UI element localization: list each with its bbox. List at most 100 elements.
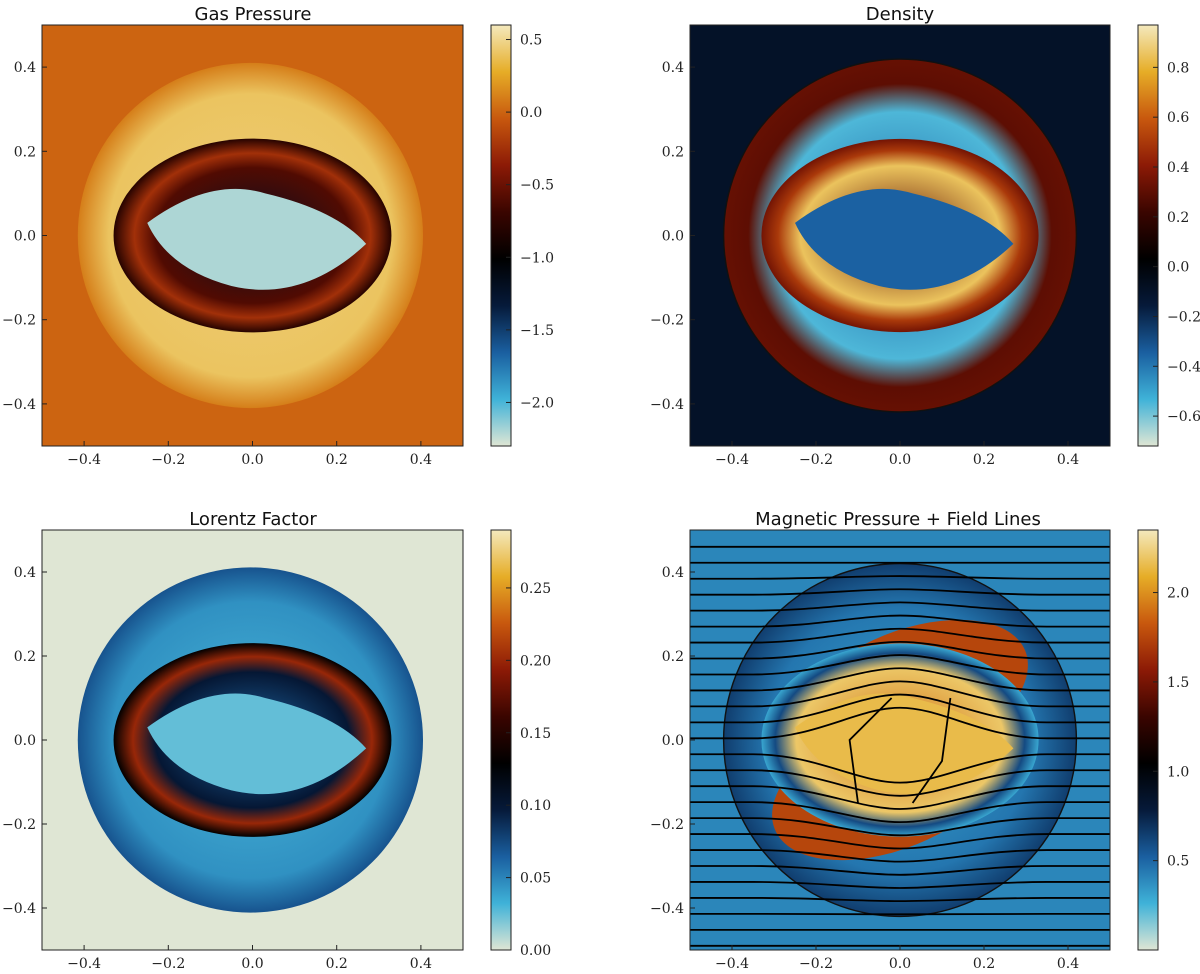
y-tick-label: −0.4: [2, 397, 36, 413]
x-tick-label: 0.0: [889, 452, 911, 468]
field-line: [690, 785, 1110, 810]
colorbar: −2.0 −1.5 −1.0 −0.5 0.0 0.5: [490, 24, 554, 447]
y-tick-label: 0.4: [662, 60, 684, 76]
colorbar-tick-label: −0.4: [1167, 359, 1200, 375]
x-tick-label: 0.0: [241, 452, 263, 468]
panel-title: Gas Pressure: [195, 4, 312, 25]
inner-cavity: [147, 188, 367, 290]
field-line: [690, 706, 1110, 740]
shell-edge: [722, 58, 1078, 413]
panel-title: Density: [866, 4, 935, 25]
y-tick-label: 0.0: [662, 733, 684, 749]
y-tick-label: 0.2: [14, 649, 36, 665]
y-tick-label: 0.2: [14, 144, 36, 160]
x-tick-label: −0.4: [67, 956, 101, 972]
y-tick-label: 0.2: [662, 144, 684, 160]
colorbar-gradient: [1137, 24, 1159, 447]
x-tick-label: −0.2: [799, 956, 833, 972]
x-tick-label: 0.4: [410, 956, 432, 972]
plot-area: −0.4 −0.4 −0.2 −0.2 0.0 0.0 0.2 0.2 0.4 0.4: [2, 529, 464, 972]
field-line: [690, 801, 1110, 824]
y-tick-label: −0.4: [650, 397, 684, 413]
field-line: [690, 588, 1110, 596]
y-tick-label: −0.2: [2, 313, 36, 329]
x-tick-label: −0.4: [715, 956, 749, 972]
field-line: [690, 849, 1110, 863]
field-line: [690, 654, 1110, 676]
field-line: [848, 697, 952, 804]
colorbar-gradient: [490, 529, 512, 951]
field-line: [690, 641, 1110, 660]
field-line: [690, 693, 1110, 724]
panel-title: Lorentz Factor: [189, 509, 317, 530]
plot-area: −0.4 −0.4 −0.2 −0.2 0.0 0.0 0.2 0.2 0.4 0.4: [650, 24, 1111, 468]
heatmap-field: [690, 25, 1110, 446]
y-tick-label: 0.4: [14, 60, 36, 76]
y-tick-label: −0.4: [650, 901, 684, 917]
y-tick-label: −0.4: [2, 901, 36, 917]
colorbar-tick-label: 0.00: [520, 943, 551, 959]
plot-area: −0.4 −0.4 −0.2 −0.2 0.0 0.0 0.2 0.2 0.4 0.4: [2, 24, 464, 468]
x-tick-label: 0.2: [973, 956, 995, 972]
colorbar-tick-label: 0.05: [520, 871, 551, 887]
colorbar-tick-label: 0.5: [520, 33, 542, 49]
colorbar-tick-label: 0.20: [520, 653, 551, 669]
field-line: [690, 601, 1110, 612]
y-tick-label: 0.0: [662, 229, 684, 245]
colorbar-tick-label: 0.15: [520, 726, 551, 742]
colorbar-tick-label: 2.0: [1167, 586, 1189, 602]
colorbar-tick-label: −0.5: [520, 178, 554, 194]
panel-lorentz-factor: Lorentz Factor −0.4 −0.4 −0.2 −0.2 0.0 0.0 0.2…: [2, 509, 551, 972]
field-line: [690, 680, 1110, 708]
x-tick-label: −0.2: [799, 452, 833, 468]
y-tick-label: −0.2: [650, 817, 684, 833]
x-tick-label: 0.4: [1057, 956, 1079, 972]
x-tick-label: 0.2: [326, 452, 348, 468]
colorbar-tick-label: 0.2: [1167, 210, 1189, 226]
field-line: [690, 575, 1110, 580]
x-tick-label: −0.2: [151, 452, 185, 468]
colorbar-tick-label: 0.0: [520, 105, 542, 121]
y-tick-label: 0.4: [662, 565, 684, 581]
field-line: [690, 817, 1110, 837]
y-tick-label: 0.0: [14, 229, 36, 245]
panel-gas-pressure: Gas Pressure −0.4 −0.4 −0.2 −0.2 0.0 0.0 0.2 0.…: [2, 4, 554, 468]
colorbar-tick-label: 0.0: [1167, 260, 1189, 276]
x-tick-label: 0.0: [889, 956, 911, 972]
colorbar-gradient: [1137, 529, 1159, 951]
x-tick-label: −0.4: [67, 452, 101, 468]
x-tick-label: 0.2: [973, 452, 995, 468]
y-tick-label: 0.2: [662, 649, 684, 665]
field-line: [690, 881, 1110, 889]
field-line: [690, 769, 1110, 797]
colorbar-tick-label: −1.0: [520, 250, 554, 266]
colorbar-tick-label: −2.0: [520, 395, 554, 411]
colorbar-gradient: [490, 24, 512, 447]
field-lines: [690, 545, 1110, 947]
field-line: [690, 833, 1110, 850]
x-tick-label: 0.4: [1057, 452, 1079, 468]
colorbar-tick-label: 0.4: [1167, 160, 1189, 176]
inner-cavity: [147, 693, 367, 795]
colorbar-tick-label: 0.8: [1167, 60, 1189, 76]
y-tick-label: −0.2: [2, 817, 36, 833]
y-tick-label: −0.2: [650, 313, 684, 329]
colorbar: −0.6 −0.4 −0.2 0.0 0.2 0.4 0.6 0.8: [1137, 24, 1200, 447]
x-tick-label: 0.4: [410, 452, 432, 468]
field-line: [690, 897, 1110, 903]
panel-magnetic-pressure: Magnetic Pressure + Field Lines −0.4−0.4…: [650, 509, 1189, 972]
colorbar-tick-label: 0.10: [520, 798, 551, 814]
colorbar-tick-label: −1.5: [520, 323, 554, 339]
plot-area: −0.4 −0.4 −0.2 −0.2 0.0 0.0 0.2 0.2 0.4 0.4: [650, 529, 1111, 972]
colorbar-tick-label: 1.5: [1167, 675, 1189, 691]
x-tick-label: 0.0: [241, 956, 263, 972]
panel-density: Density −0.4 −0.4 −0.2 −0.2 0.0 0.0 0.2 0.2 0.4 0…: [650, 4, 1200, 468]
colorbar-tick-label: 0.5: [1167, 854, 1189, 870]
field-line: [690, 627, 1110, 644]
heatmap-field: [690, 530, 1110, 950]
panel-title: Magnetic Pressure + Field Lines: [755, 509, 1041, 530]
field-line: [690, 753, 1110, 784]
heatmap-field: [42, 530, 463, 950]
field-line: [690, 865, 1110, 876]
